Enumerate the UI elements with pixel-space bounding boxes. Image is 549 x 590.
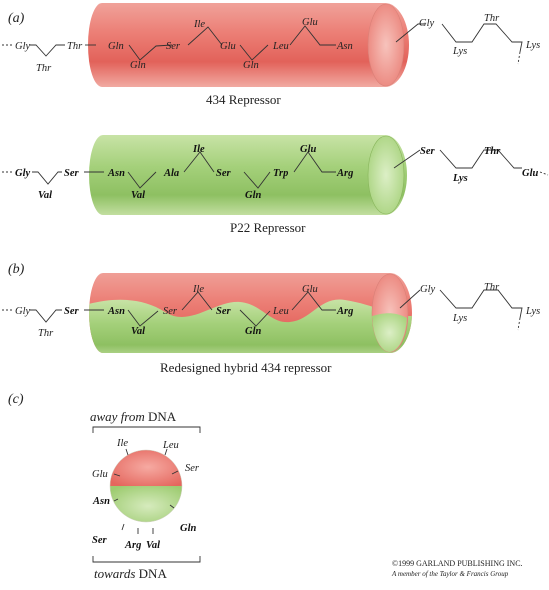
panel-label-c: (c) [8, 392, 24, 407]
residue-hybrid-val-low: Val [131, 326, 145, 337]
residue-p22-ala: Ala [163, 168, 179, 179]
residue-hybrid-left-thr: Thr [38, 328, 54, 339]
wheel-residue-gln: Gln [180, 523, 197, 534]
residue-hybrid-gln-low: Gln [245, 326, 262, 337]
residue-hybrid-left-ser: Ser [64, 306, 80, 317]
residue-434-right-lys-2: Lys [525, 40, 540, 51]
residue-hybrid-right-lys-2: Lys [525, 306, 540, 317]
residue-p22-arg: Arg [336, 168, 353, 179]
residues-434: Gly Thr Thr Gln Ser Ile Glu Leu Glu Asn … [15, 13, 540, 74]
wheel-residue-ser: Ser [185, 463, 200, 474]
residue-hybrid-right-thr: Thr [484, 282, 500, 293]
residue-p22-gln-low: Gln [245, 190, 262, 201]
residue-434-right-thr: Thr [484, 13, 500, 24]
residue-hybrid-asn: Asn [107, 306, 125, 317]
residue-p22-right-thr: Thr [484, 146, 501, 157]
residue-hybrid-leu: Leu [272, 306, 289, 317]
residue-hybrid-ser-2: Ser [216, 306, 232, 317]
svg-text:towards DNA: towards DNA [94, 566, 167, 581]
residue-434-glu-2: Glu [302, 17, 318, 28]
residue-p22-right-glu: Glu [522, 168, 539, 179]
residue-p22-right-ser: Ser [420, 146, 436, 157]
residue-hybrid-ser: Ser [163, 306, 178, 317]
residue-434-left-gly: Gly [15, 41, 31, 52]
residue-434-asn: Asn [336, 41, 353, 52]
panel-label-b: (b) [8, 262, 25, 277]
residues-p22: Gly Val Ser Asn Ala Ile Ser Trp Glu Arg … [15, 144, 539, 201]
residue-p22-left-ser: Ser [64, 168, 80, 179]
residue-hybrid-right-lys: Lys [452, 313, 467, 324]
wheel-residue-ser-2: Ser [92, 535, 108, 546]
residue-p22-right-lys: Lys [452, 173, 468, 184]
copyright-line-1: ©1999 GARLAND PUBLISHING INC. [392, 559, 523, 568]
wheel-residue-ile: Ile [116, 438, 128, 449]
residue-hybrid-right-gly: Gly [420, 284, 436, 295]
wheel-residue-arg: Arg [124, 540, 141, 551]
copyright-line-2: A member of the Taylor & Francis Group [391, 570, 509, 578]
residue-p22-left-val: Val [38, 190, 52, 201]
label-434-repressor: 434 Repressor [206, 92, 281, 107]
residue-p22-ile: Ile [192, 144, 205, 155]
residue-p22-asn: Asn [107, 168, 125, 179]
wheel-residue-glu: Glu [92, 469, 108, 480]
residue-hybrid-arg: Arg [336, 306, 353, 317]
panel-label-a: (a) [8, 11, 25, 26]
cylinder-434 [88, 3, 409, 87]
towards-dna-label: towards DNA [92, 556, 201, 581]
chain-434 [2, 23, 523, 65]
away-from-dna-label: away from DNA [90, 409, 201, 433]
residue-p22-glu: Glu [300, 144, 317, 155]
wheel-residue-val: Val [146, 540, 160, 551]
residue-hybrid-glu: Glu [302, 284, 318, 295]
residue-434-glu: Glu [220, 41, 236, 52]
residue-434-left-thr: Thr [67, 41, 83, 52]
wheel-residue-leu: Leu [162, 440, 179, 451]
wheel-ticks [113, 448, 179, 534]
residue-434-right-gly: Gly [419, 18, 435, 29]
label-hybrid-repressor: Redesigned hybrid 434 repressor [160, 360, 332, 375]
chain-p22 [2, 149, 549, 189]
label-p22-repressor: P22 Repressor [230, 220, 306, 235]
wheel-residues: Ile Leu Ser Glu Asn Gln Ser Arg Val [92, 438, 200, 551]
residue-434-right-lys: Lys [452, 46, 467, 57]
chain-hybrid [2, 289, 523, 331]
cylinder-p22 [89, 135, 407, 215]
residues-hybrid: Gly Thr Ser Asn Ser Ile Ser Leu Glu Arg … [15, 282, 540, 339]
residue-hybrid-ile: Ile [192, 284, 204, 295]
residue-p22-trp: Trp [273, 168, 288, 179]
residue-434-ile: Ile [193, 19, 205, 30]
residue-434-gln-1: Gln [108, 41, 124, 52]
residue-p22-left-gly: Gly [15, 168, 31, 179]
residue-434-gln-low-2: Gln [243, 60, 259, 71]
svg-text:away from DNA: away from DNA [90, 409, 177, 424]
helical-wheel [109, 449, 183, 523]
residue-434-leu: Leu [272, 41, 289, 52]
residue-hybrid-left-gly: Gly [15, 306, 31, 317]
residue-p22-ser: Ser [216, 168, 232, 179]
wheel-residue-asn: Asn [92, 496, 110, 507]
cylinder-hybrid [89, 273, 412, 353]
residue-434-ser: Ser [166, 41, 181, 52]
residue-434-gln-low-1: Gln [130, 60, 146, 71]
residue-434-left-thr-low: Thr [36, 63, 52, 74]
residue-p22-val-low: Val [131, 190, 145, 201]
